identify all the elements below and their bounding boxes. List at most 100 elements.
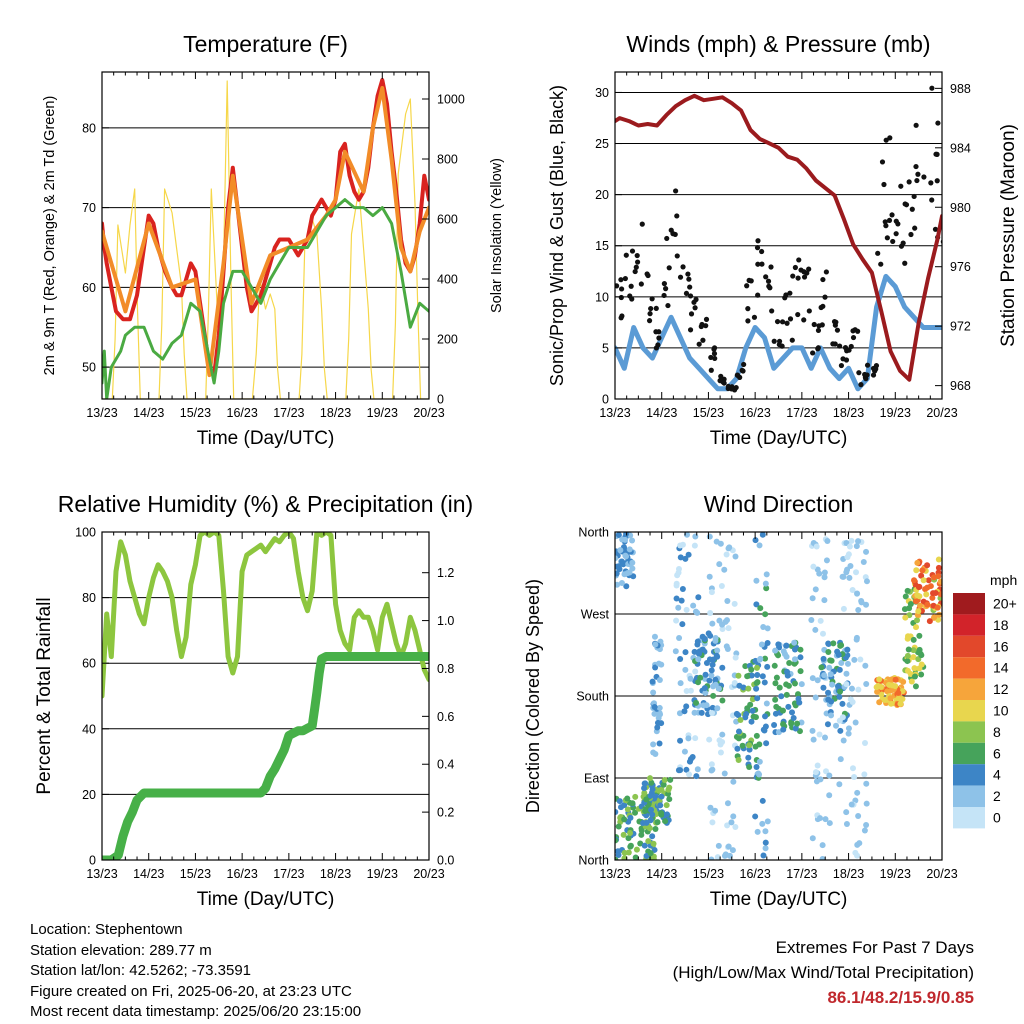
direction-point: [857, 656, 864, 663]
colorbar-swatch: [953, 785, 985, 807]
direction-point: [647, 850, 654, 857]
gust-point: [806, 266, 812, 272]
direction-point: [647, 792, 654, 799]
direction-point: [753, 763, 760, 770]
direction-point: [723, 551, 730, 558]
direction-point: [895, 689, 902, 696]
direction-point: [780, 648, 787, 655]
direction-point: [753, 732, 760, 739]
direction-point: [844, 660, 851, 667]
gust-point: [832, 322, 838, 328]
direction-point: [681, 708, 688, 715]
gust-point: [815, 345, 821, 351]
direction-point: [778, 693, 785, 700]
direction-point: [615, 563, 621, 570]
direction-point: [809, 727, 816, 734]
direction-point: [790, 714, 797, 721]
gust-point: [846, 347, 852, 353]
gust-point: [924, 57, 929, 62]
direction-point: [763, 700, 770, 707]
direction-point: [615, 555, 619, 562]
station-info: Location: Stephentown Station elevation:…: [30, 920, 361, 1023]
direction-point: [748, 672, 755, 679]
y-axis-label: 2m & 9m T (Red, Orange) & 2m Td (Green): [42, 96, 58, 376]
direction-point: [686, 771, 693, 778]
direction-point: [630, 573, 637, 580]
direction-point: [746, 742, 753, 749]
y-tick-label-right: 200: [437, 333, 458, 347]
direction-point: [796, 699, 803, 706]
direction-point: [912, 683, 919, 690]
direction-point: [627, 843, 634, 850]
direction-point: [629, 537, 636, 544]
gust-point: [623, 252, 629, 258]
direction-point: [633, 846, 640, 853]
direction-point: [744, 673, 751, 680]
direction-point: [735, 672, 742, 679]
plot-area: [102, 78, 429, 399]
x-tick-label: 18/23: [833, 406, 864, 420]
direction-point: [835, 651, 842, 658]
gust-point: [823, 269, 829, 275]
direction-point: [708, 856, 715, 860]
gust-point: [784, 320, 790, 326]
gust-point: [779, 319, 786, 325]
x-tick-label: 19/23: [367, 867, 398, 881]
direction-point: [679, 585, 686, 592]
direction-point: [837, 727, 844, 734]
direction-point: [641, 842, 648, 849]
direction-point: [651, 703, 658, 710]
direction-point: [826, 792, 833, 799]
direction-point: [652, 750, 659, 757]
x-tick-label: 16/23: [740, 406, 771, 420]
direction-point: [683, 703, 690, 710]
gust-point: [768, 264, 774, 270]
direction-point: [821, 672, 828, 679]
gust-point: [754, 245, 761, 251]
direction-point: [771, 721, 778, 728]
direction-point: [718, 582, 725, 589]
colorbar-swatch: [953, 657, 985, 679]
direction-point: [714, 854, 721, 860]
direction-point: [637, 840, 644, 847]
x-tick-label: 16/23: [227, 406, 258, 420]
y-tick-label: 60: [82, 657, 96, 671]
gust-point: [656, 335, 662, 341]
direction-point: [863, 548, 870, 555]
direction-point: [771, 662, 778, 669]
y-tick-label-right: 400: [437, 273, 458, 287]
x-tick-label: 16/23: [227, 867, 258, 881]
direction-point: [812, 626, 819, 633]
direction-point: [731, 679, 738, 686]
direction-point: [794, 720, 801, 727]
gust-point: [830, 341, 836, 347]
direction-point: [736, 682, 743, 689]
direction-point: [813, 543, 820, 550]
direction-point: [826, 664, 833, 671]
y-tick-label-right: 988: [950, 82, 971, 96]
colorbar-swatch: [953, 700, 985, 722]
direction-point: [902, 614, 909, 621]
direction-point: [847, 562, 854, 569]
direction-point: [820, 655, 827, 662]
y-tick-label: 60: [82, 281, 96, 295]
extremes-subtitle: (High/Low/Max Wind/Total Precipitation): [672, 963, 974, 982]
direction-point: [854, 852, 861, 859]
direction-point: [764, 818, 771, 825]
direction-point: [854, 841, 861, 848]
x-tick-label: 16/23: [740, 867, 771, 881]
gust-point: [915, 171, 921, 177]
direction-point: [887, 695, 894, 702]
direction-point: [662, 818, 669, 825]
station-elevation: Station elevation: 289.77 m: [30, 941, 212, 959]
direction-point: [816, 815, 823, 822]
gust-point: [818, 304, 824, 311]
direction-point: [905, 646, 912, 653]
gust-point: [629, 248, 636, 254]
gust-point: [903, 202, 910, 208]
y-tick-label: North: [578, 526, 609, 540]
direction-point: [623, 583, 630, 590]
direction-point: [709, 704, 716, 711]
gust-point: [801, 274, 808, 280]
x-tick-label: 20/23: [926, 406, 957, 420]
